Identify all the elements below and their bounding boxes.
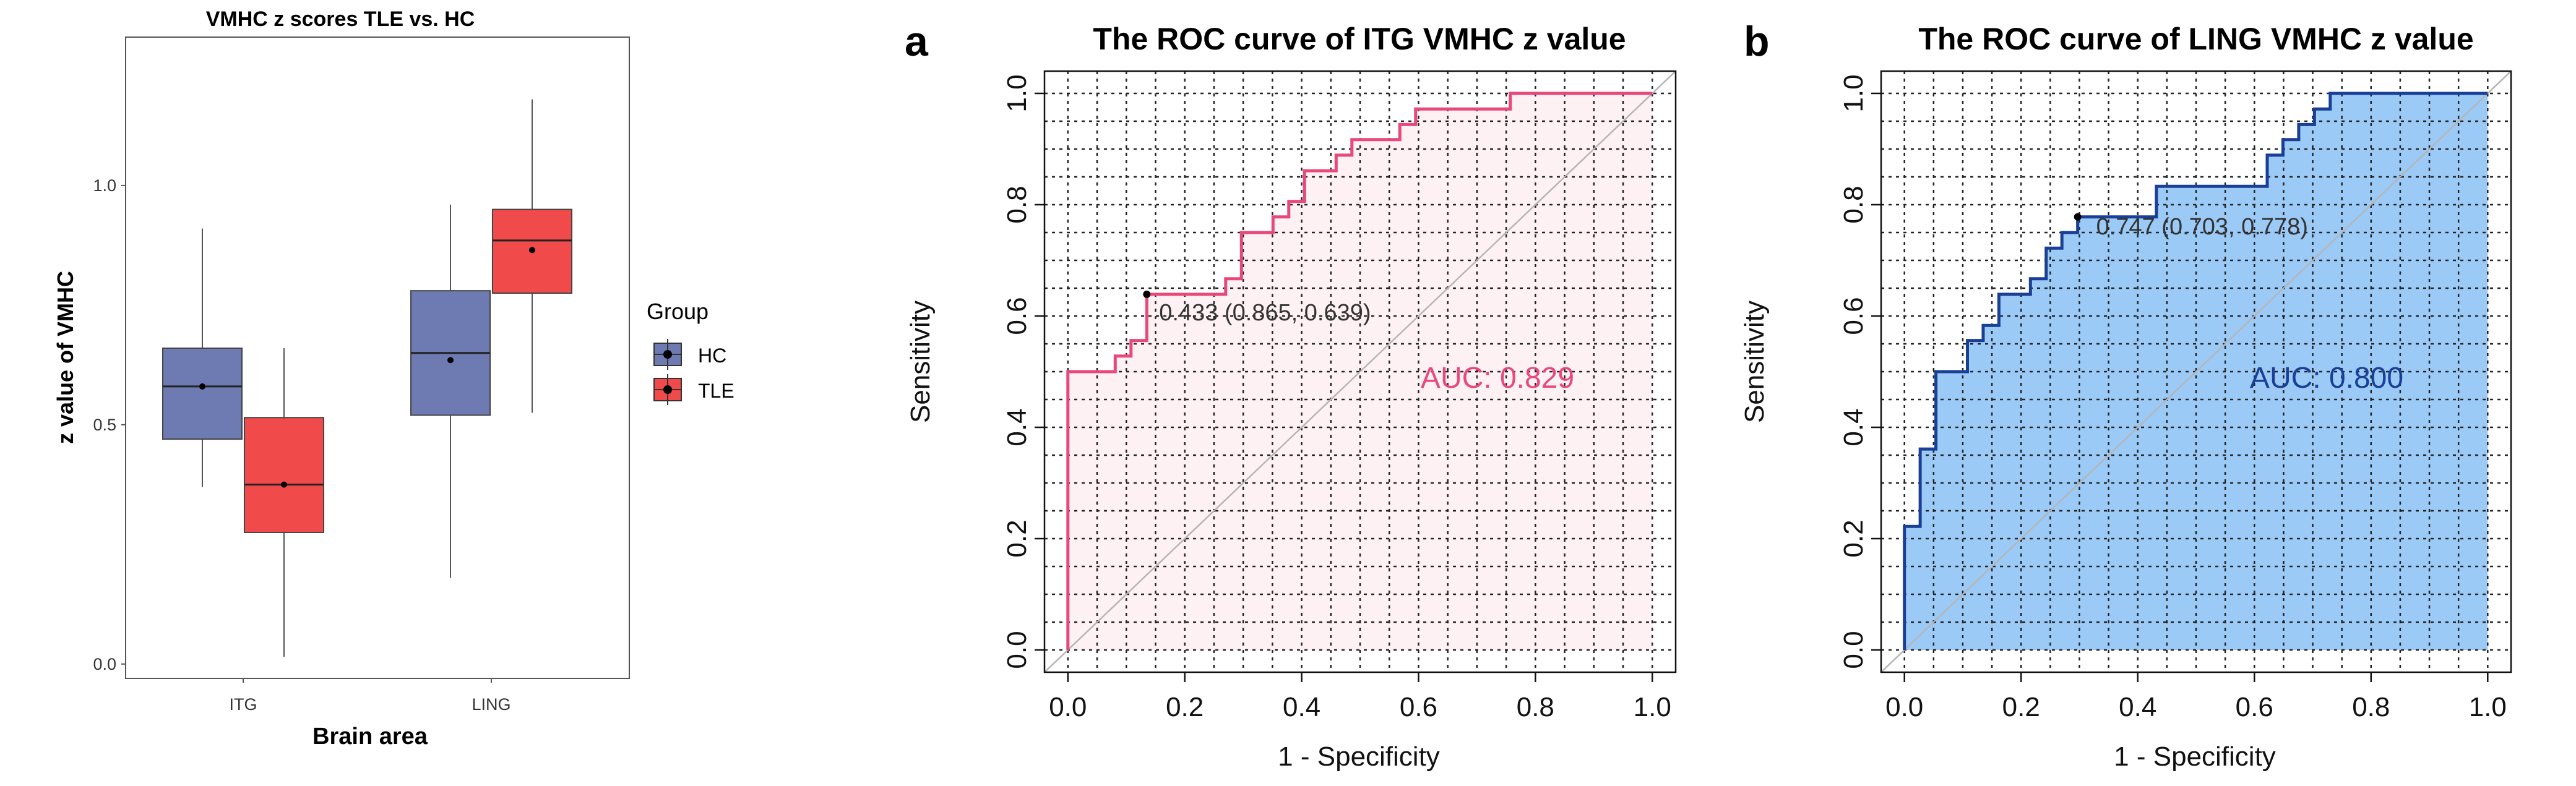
- boxplot-y-axis: 0.0 0.5 1.0: [93, 176, 126, 673]
- box-hc-itg-box: [162, 348, 243, 440]
- boxplot-y-tick-label: 0.5: [93, 416, 116, 434]
- boxplot-y-axis-label: z value of VMHC: [53, 271, 78, 444]
- roc-a-y-tick-label: 0.8: [1002, 186, 1032, 223]
- roc-b-y-tick-label: 0.8: [1838, 186, 1869, 223]
- legend-key-hc-dot: [663, 350, 672, 359]
- roc-b-x-tick-label: 0.0: [1885, 692, 1923, 722]
- roc-b-threshold-point: [2074, 213, 2082, 221]
- panel-label-a: a: [905, 18, 929, 65]
- roc-b-y-tick-label: 0.2: [1838, 519, 1869, 557]
- roc-a-plot-frame: [1043, 70, 1677, 673]
- roc-a-threshold-label: 0.433 (0.865, 0.639): [1159, 300, 1371, 326]
- box-hc-itg: [162, 228, 243, 487]
- roc-a-title: The ROC curve of ITG VMHC z value: [1093, 22, 1626, 56]
- boxplot-y-tick-label: 1.0: [93, 176, 116, 195]
- roc-b-axes: 0.0 0.2 0.4 0.6 0.8 1.0 0.0 0.2 0.4 0.6 0.8 1.0: [1838, 74, 2507, 722]
- legend-item-hc: HC: [653, 339, 726, 370]
- boxplot-x-tick-label-ling: LING: [472, 695, 510, 714]
- roc-a-reference-diagonal: [1044, 70, 1676, 673]
- boxplot-x-tick-label-itg: ITG: [230, 695, 257, 714]
- roc-a-y-tick-label: 0.2: [1002, 519, 1032, 557]
- roc-b-roc-line: [1903, 92, 2488, 650]
- roc-b-x-axis-label: 1 - Specificity: [2114, 741, 2276, 772]
- roc-a-auc: AUC: 0.829: [1421, 362, 1574, 395]
- roc-a-x-tick-label: 0.0: [1049, 692, 1087, 722]
- roc-a-x-tick-label: 0.4: [1283, 692, 1320, 722]
- boxplot-marks: [162, 99, 572, 657]
- legend-key-tle-dot: [663, 385, 672, 394]
- roc-b-title: The ROC curve of LING VMHC z value: [1918, 22, 2473, 56]
- roc-a-grid: [1045, 71, 1676, 672]
- roc-a-auc-label: AUC: 0.829: [1421, 362, 1574, 395]
- roc-a-axes: 0.0 0.2 0.4 0.6 0.8 1.0 0.0 0.2 0.4 0.6 0.8 1.0: [1002, 74, 1671, 722]
- roc-panel-a: a The ROC curve of ITG VMHC z value 0.43…: [905, 18, 1677, 772]
- roc-a-x-tick-label: 0.2: [1166, 692, 1204, 722]
- roc-b-y-tick-label: 0.0: [1838, 631, 1869, 669]
- roc-a-frame: [1043, 70, 1677, 673]
- box-tle-itg-mean-dot: [281, 481, 287, 488]
- roc-b-y-tick-label: 0.4: [1838, 408, 1869, 446]
- panel-label-b: b: [1744, 18, 1770, 65]
- legend-title: Group: [647, 299, 709, 324]
- roc-b-curve: [1903, 92, 2488, 650]
- roc-b-x-tick-label: 0.4: [2119, 692, 2156, 722]
- roc-a-x-tick-label: 1.0: [1634, 692, 1671, 722]
- boxplot-legend: Group HC TLE: [647, 299, 734, 405]
- roc-a-y-tick-label: 0.6: [1002, 297, 1032, 335]
- roc-b-x-tick-label: 1.0: [2469, 692, 2507, 722]
- roc-a-y-tick-label: 0.4: [1002, 408, 1032, 446]
- roc-a-y-tick-label: 1.0: [1002, 74, 1032, 112]
- roc-a-threshold-point: [1143, 290, 1151, 298]
- roc-a-x-tick-label: 0.6: [1400, 692, 1437, 722]
- roc-a-roc-line: [1066, 92, 1653, 650]
- roc-b-threshold: 0.747 (0.703, 0.778): [2074, 213, 2308, 240]
- boxplot-title: VMHC z scores TLE vs. HC: [206, 7, 475, 31]
- roc-b-auc: AUC: 0.800: [2250, 362, 2403, 395]
- roc-b-x-tick-label: 0.8: [2352, 692, 2390, 722]
- box-tle-ling: [492, 99, 572, 413]
- roc-b-grid: [1881, 71, 2511, 672]
- roc-a-diagonal-line: [1044, 70, 1676, 673]
- roc-b-frame: [1880, 70, 2512, 673]
- boxplot-panel: VMHC z scores TLE vs. HC 0.0 0.5 1.0 ITG LI…: [53, 7, 734, 750]
- roc-b-threshold-label: 0.747 (0.703, 0.778): [2096, 214, 2308, 240]
- roc-panel-b: b The ROC curve of LING VMHC z value 0.7…: [1739, 18, 2512, 772]
- box-tle-itg: [244, 348, 324, 657]
- roc-a-threshold: 0.433 (0.865, 0.639): [1143, 290, 1371, 326]
- box-tle-ling-mean-dot: [529, 247, 535, 254]
- box-hc-itg-mean-dot: [199, 383, 205, 390]
- box-hc-ling: [410, 204, 491, 578]
- roc-b-y-tick-label: 1.0: [1838, 74, 1869, 112]
- legend-item-tle: TLE: [653, 374, 734, 405]
- boxplot-y-tick-label: 0.0: [93, 655, 116, 673]
- roc-b-plot-frame: [1880, 70, 2512, 673]
- roc-b-x-tick-label: 0.6: [2236, 692, 2273, 722]
- roc-a-y-axis-label: Sensitivity: [905, 301, 936, 423]
- roc-b-y-axis-label: Sensitivity: [1739, 301, 1770, 423]
- legend-label-hc: HC: [698, 344, 726, 367]
- box-tle-itg-box: [244, 417, 324, 533]
- boxplot-x-axis: ITG LING: [230, 678, 511, 714]
- roc-a-x-axis-label: 1 - Specificity: [1278, 741, 1440, 772]
- roc-b-diagonal-line: [1880, 70, 2512, 673]
- roc-a-y-tick-label: 0.0: [1002, 631, 1032, 669]
- boxplot-x-axis-label: Brain area: [312, 724, 428, 750]
- roc-b-y-tick-label: 0.6: [1838, 297, 1869, 335]
- roc-a-x-tick-label: 0.8: [1517, 692, 1554, 722]
- box-hc-ling-mean-dot: [447, 357, 454, 364]
- legend-label-tle: TLE: [698, 380, 734, 402]
- roc-b-auc-label: AUC: 0.800: [2250, 362, 2403, 395]
- roc-a-curve: [1066, 92, 1653, 650]
- roc-b-reference-diagonal: [1880, 70, 2512, 673]
- roc-b-x-tick-label: 0.2: [2002, 692, 2040, 722]
